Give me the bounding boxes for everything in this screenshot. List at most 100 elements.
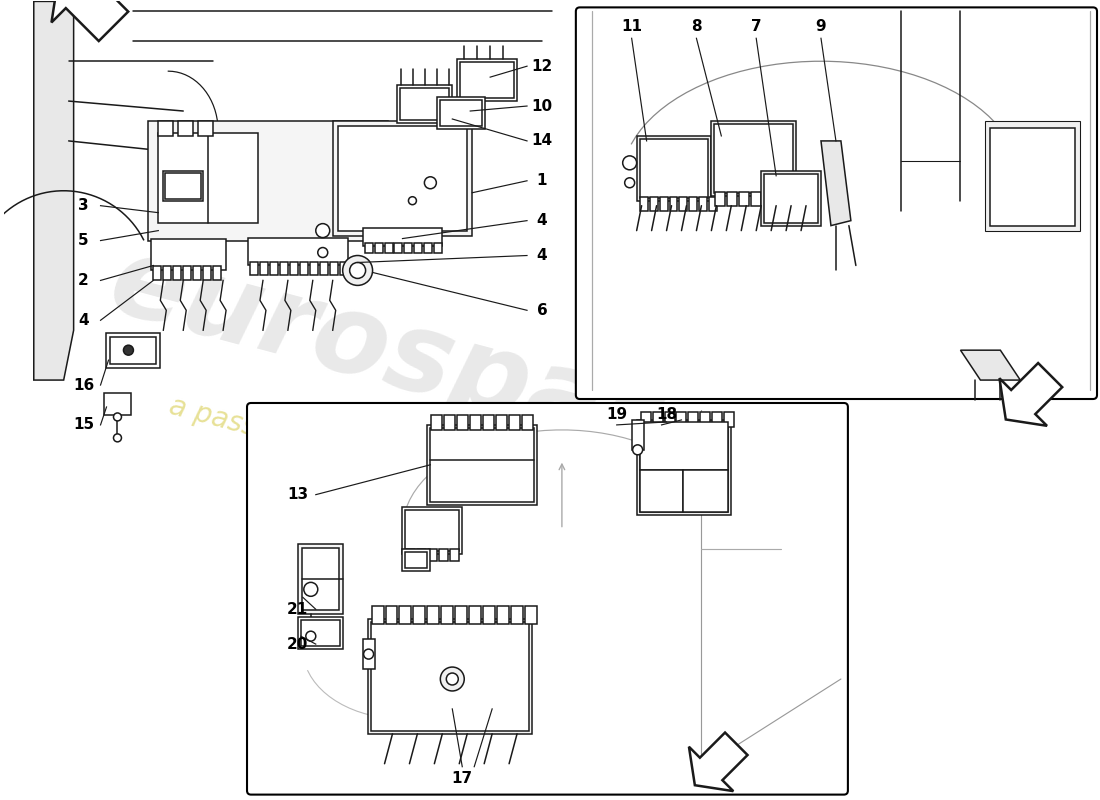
Bar (683, 470, 728, 512)
Bar (106, 334, 161, 368)
Text: 14: 14 (531, 134, 552, 149)
Circle shape (625, 178, 635, 188)
Bar (158, 133, 258, 222)
Bar (986, 121, 1080, 230)
Text: 19: 19 (606, 407, 627, 422)
Bar (298, 545, 343, 614)
Bar (458, 415, 469, 430)
Bar (290, 262, 298, 275)
Text: 2: 2 (78, 273, 89, 288)
Bar (700, 197, 707, 210)
FancyBboxPatch shape (248, 403, 848, 794)
Bar (438, 97, 485, 129)
Bar (213, 266, 221, 281)
Bar (639, 422, 728, 470)
Bar (727, 192, 737, 206)
Bar (639, 139, 708, 198)
Bar (363, 639, 375, 669)
Bar (270, 262, 278, 275)
Bar (158, 121, 174, 136)
Text: 12: 12 (531, 58, 552, 74)
Bar (525, 606, 537, 624)
Bar (198, 121, 213, 136)
Bar (320, 262, 328, 275)
Polygon shape (689, 733, 748, 791)
Text: 3: 3 (78, 198, 89, 213)
Bar (407, 550, 416, 562)
Bar (715, 192, 725, 206)
Bar (248, 238, 348, 266)
Bar (163, 266, 172, 281)
Circle shape (123, 345, 133, 355)
Bar (340, 262, 348, 275)
Bar (714, 124, 793, 193)
Bar (990, 128, 1075, 226)
Bar (434, 242, 442, 253)
Bar (403, 506, 462, 554)
Text: 4: 4 (537, 248, 548, 263)
Bar (385, 242, 393, 253)
Bar (330, 262, 338, 275)
Text: 4: 4 (537, 213, 548, 228)
Bar (439, 550, 449, 562)
Text: 15: 15 (73, 418, 95, 433)
Bar (417, 550, 427, 562)
Polygon shape (821, 141, 851, 226)
Bar (455, 606, 468, 624)
Text: 8: 8 (691, 19, 702, 34)
Circle shape (364, 649, 374, 659)
Text: 13: 13 (287, 487, 308, 502)
Bar (652, 412, 662, 427)
Circle shape (113, 434, 121, 442)
Bar (428, 425, 537, 505)
Bar (470, 606, 481, 624)
Circle shape (318, 247, 328, 258)
Bar (110, 338, 156, 364)
Bar (178, 121, 194, 136)
Bar (460, 62, 514, 98)
Text: 6: 6 (537, 303, 548, 318)
Bar (298, 618, 343, 649)
Bar (260, 262, 268, 275)
Bar (163, 171, 204, 201)
Text: 7: 7 (751, 19, 761, 34)
Bar (184, 266, 191, 281)
Bar (497, 606, 509, 624)
Circle shape (632, 445, 642, 455)
Bar (483, 606, 495, 624)
Bar (310, 262, 318, 275)
Bar (415, 242, 422, 253)
Bar (788, 192, 798, 206)
Bar (301, 549, 339, 610)
Text: 5: 5 (78, 233, 89, 248)
Bar (444, 415, 455, 430)
Text: 1: 1 (537, 174, 547, 188)
Bar (165, 173, 201, 198)
Bar (204, 266, 211, 281)
Bar (670, 197, 678, 210)
Bar (300, 262, 308, 275)
Circle shape (343, 255, 373, 286)
Text: 17: 17 (452, 771, 473, 786)
Bar (739, 192, 749, 206)
Bar (174, 266, 182, 281)
Bar (372, 606, 384, 624)
Bar (428, 550, 438, 562)
Bar (364, 242, 373, 253)
Bar (148, 121, 387, 241)
Bar (763, 192, 773, 206)
Circle shape (425, 177, 437, 189)
Bar (676, 412, 686, 427)
Bar (152, 238, 227, 270)
Bar (639, 423, 728, 512)
Bar (194, 266, 201, 281)
Bar (639, 470, 683, 512)
Polygon shape (960, 350, 1021, 380)
Bar (367, 619, 532, 734)
Bar (660, 197, 668, 210)
Bar (450, 550, 460, 562)
Bar (470, 415, 481, 430)
Bar (414, 606, 426, 624)
Bar (403, 550, 430, 571)
Text: a passion for parts since 1985: a passion for parts since 1985 (166, 392, 579, 528)
